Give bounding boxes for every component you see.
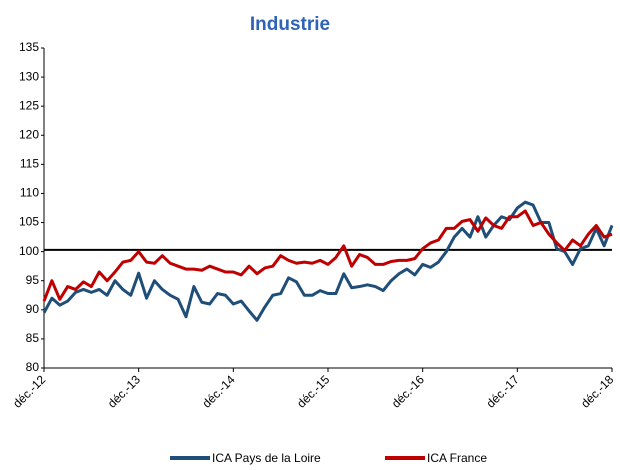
y-tick-label: 100 bbox=[19, 244, 39, 258]
y-tick-label: 130 bbox=[19, 69, 39, 83]
y-tick-label: 135 bbox=[19, 40, 39, 54]
legend-label: ICA Pays de la Loire bbox=[212, 451, 321, 465]
y-tick-label: 115 bbox=[20, 157, 39, 171]
series-line bbox=[42, 200, 614, 322]
y-tick-label: 85 bbox=[26, 331, 40, 345]
y-tick-label: 120 bbox=[19, 127, 39, 141]
y-tick-label: 105 bbox=[19, 215, 39, 229]
x-tick-label: déc.-17 bbox=[483, 372, 521, 410]
x-tick-label: déc.-13 bbox=[105, 372, 143, 410]
y-tick-label: 90 bbox=[26, 302, 40, 316]
x-tick-label: déc.-12 bbox=[10, 372, 48, 410]
y-tick-label: 125 bbox=[19, 98, 39, 112]
chart-title: Industrie bbox=[250, 14, 330, 35]
y-tick-label: 110 bbox=[20, 186, 39, 200]
x-tick-label: déc.-15 bbox=[294, 372, 332, 410]
x-tick-label: déc.-16 bbox=[389, 372, 427, 410]
series-line bbox=[42, 209, 613, 302]
x-tick-label: déc.-18 bbox=[578, 372, 616, 410]
x-tick-label: déc.-14 bbox=[199, 372, 237, 410]
y-tick-label: 95 bbox=[26, 273, 40, 287]
legend-label: ICA France bbox=[427, 451, 487, 465]
y-tick-label: 80 bbox=[26, 360, 40, 374]
